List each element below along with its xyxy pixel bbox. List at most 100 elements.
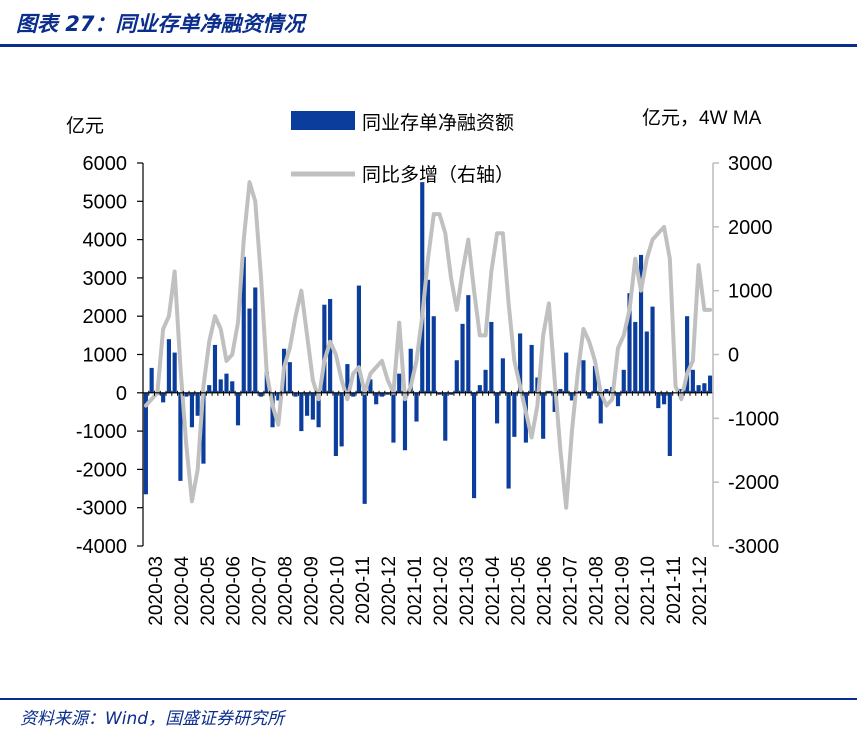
right-tick-label: 1000 (728, 281, 773, 303)
left-unit-label: 亿元 (66, 115, 104, 137)
bar (368, 379, 373, 393)
bar (656, 392, 661, 409)
bar (437, 392, 442, 395)
x-tick-label: 2020-09 (301, 556, 322, 626)
right-tick-label: 3000 (728, 153, 773, 175)
right-tick-label: -2000 (728, 472, 779, 494)
footer-divider (0, 698, 857, 700)
bar (541, 392, 546, 439)
bar (247, 308, 252, 393)
bar (621, 369, 626, 393)
legend-swatch-bar (291, 111, 355, 130)
left-tick-label: -1000 (76, 421, 127, 443)
x-tick-label: 2021-01 (405, 556, 426, 626)
bar (500, 358, 505, 393)
bar (661, 392, 667, 405)
bar (431, 316, 436, 393)
bar (495, 392, 500, 424)
left-tick-label: 1000 (83, 345, 128, 367)
bar (212, 344, 218, 393)
x-tick-label: 2021-09 (612, 556, 633, 626)
right-tick-label: -3000 (728, 536, 779, 558)
bar (696, 385, 701, 393)
bar (293, 392, 298, 397)
bar (506, 392, 511, 489)
bar (374, 392, 379, 405)
bar (466, 295, 471, 393)
title-divider (0, 44, 857, 47)
left-tick-label: 6000 (83, 153, 128, 175)
x-tick-label: 2020-11 (353, 556, 374, 624)
x-tick-label: 2021-11 (664, 556, 685, 624)
bar (149, 367, 154, 393)
bar (414, 392, 419, 422)
bar (362, 392, 367, 504)
bar (258, 392, 264, 397)
bar (644, 331, 649, 393)
left-tick-label: 3000 (83, 268, 128, 290)
bar (235, 392, 241, 426)
net-financing-chart: 6000 5000 4000 3000 2000 1000 0 -1000 -2000 -3000… (66, 107, 779, 626)
x-tick-label: 2020-12 (379, 556, 400, 626)
bar (512, 392, 517, 437)
bar (299, 392, 304, 432)
bar (581, 360, 586, 393)
bar (287, 362, 292, 393)
bar (667, 392, 672, 456)
figure-title: 图表 27：同业存单净融资情况 (16, 12, 305, 36)
source-note: 资料来源：Wind，国盛证券研究所 (20, 709, 285, 729)
bar (241, 256, 246, 393)
bar (161, 392, 166, 403)
x-tick-label: 2020-05 (198, 556, 219, 626)
left-tick-label: 4000 (83, 230, 128, 252)
bar (569, 392, 575, 401)
bar (448, 392, 454, 395)
bar (408, 348, 413, 393)
x-tick-label: 2020-04 (172, 556, 193, 626)
bar (397, 373, 402, 393)
bar (253, 287, 258, 393)
bar (385, 392, 390, 395)
x-tick-label: 2020-08 (276, 556, 297, 626)
bar (402, 392, 408, 451)
bar (230, 381, 235, 393)
bar (345, 364, 350, 393)
bar (477, 385, 482, 393)
bar (333, 392, 338, 456)
bar (615, 392, 621, 407)
left-tick-label: -4000 (76, 536, 127, 558)
bar (420, 182, 425, 393)
x-tick-label: 2021-03 (457, 556, 478, 626)
bar (391, 392, 396, 443)
bar (218, 379, 223, 393)
bar (178, 392, 183, 481)
x-tick-label: 2020-03 (146, 556, 167, 626)
bar (529, 344, 534, 393)
bar (143, 392, 148, 495)
bar (604, 388, 609, 393)
x-tick-label: 2020-07 (250, 556, 271, 626)
bar (546, 390, 551, 393)
bar (316, 392, 321, 428)
bar (633, 321, 638, 393)
bar (207, 385, 212, 393)
bar (379, 392, 385, 397)
bar (598, 392, 603, 424)
bar (322, 304, 327, 393)
bar (690, 369, 695, 393)
legend-label-line: 同比多增（右轴） (362, 164, 514, 186)
left-tick-label: -2000 (76, 459, 127, 481)
bar (483, 369, 488, 393)
x-tick-label: 2021-12 (690, 556, 711, 626)
bar (310, 392, 315, 420)
bar (443, 392, 448, 441)
x-tick-label: 2021-05 (509, 556, 530, 626)
bar (518, 333, 523, 393)
left-tick-label: 2000 (83, 306, 128, 328)
x-tick-label: 2021-08 (586, 556, 607, 626)
series-line-yoy (143, 180, 713, 510)
x-tick-label: 2021-10 (638, 556, 659, 626)
bar (189, 392, 195, 428)
bar (425, 279, 431, 393)
bar (489, 321, 494, 393)
